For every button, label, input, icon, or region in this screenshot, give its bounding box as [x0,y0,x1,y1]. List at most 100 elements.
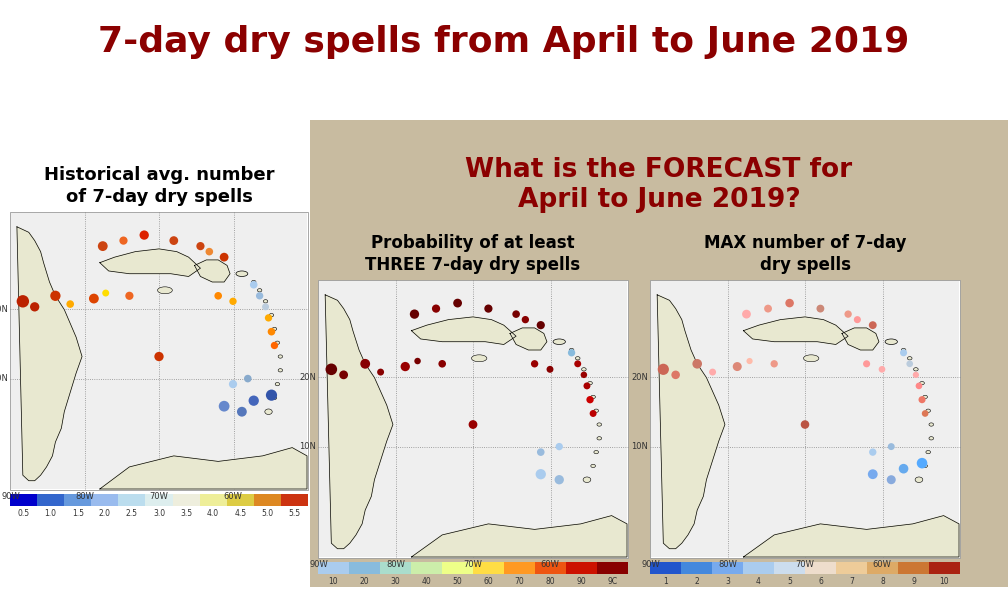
Point [517,315,533,324]
Point [908,370,924,379]
Point [225,379,241,389]
Text: 5.0: 5.0 [261,509,273,518]
Bar [650,562,681,574]
Polygon shape [195,260,230,282]
Text: 5.5: 5.5 [288,509,300,518]
Bar [651,281,959,557]
Text: 20N: 20N [631,373,648,382]
Text: 30: 30 [391,577,400,586]
Bar [929,562,960,574]
Text: Historical avg. number
of 7-day dry spells: Historical avg. number of 7-day dry spel… [43,166,274,206]
Point [216,401,232,411]
Bar [227,494,254,506]
Point [532,320,548,330]
Bar [281,494,308,506]
Ellipse shape [594,450,599,453]
Polygon shape [326,295,393,549]
Bar [597,562,628,574]
Text: 90W: 90W [2,492,20,501]
Bar [92,494,118,506]
Point [260,313,276,323]
Ellipse shape [272,327,276,330]
Point [874,364,890,374]
Ellipse shape [885,339,897,345]
Text: 70W: 70W [795,560,814,569]
Point [865,447,881,457]
Ellipse shape [553,339,565,345]
Bar [867,562,898,574]
Ellipse shape [583,477,591,482]
Point [434,359,451,368]
Ellipse shape [263,300,268,303]
Ellipse shape [901,348,906,352]
Text: 70W: 70W [149,492,168,501]
Point [263,327,279,337]
Text: 80W: 80W [76,492,95,501]
Point [542,364,558,374]
Point [202,247,218,256]
Polygon shape [100,447,307,489]
Polygon shape [743,317,848,345]
Point [136,230,152,240]
Point [579,381,595,391]
Point [246,280,262,289]
Text: 70: 70 [515,577,524,586]
Text: 9C: 9C [608,577,618,586]
Text: 7: 7 [849,577,854,586]
Point [263,390,279,400]
Text: 60W: 60W [873,560,891,569]
Point [373,367,389,377]
Point [98,288,114,298]
Text: 4.0: 4.0 [207,509,220,518]
Bar [712,562,743,574]
Point [865,320,881,330]
Ellipse shape [275,341,279,345]
Bar [380,562,411,574]
Point [409,356,425,366]
Point [246,396,262,406]
Bar [10,494,37,506]
Text: 20N: 20N [299,373,316,382]
Ellipse shape [472,355,487,362]
Point [563,348,580,357]
Ellipse shape [919,381,924,385]
Point [62,299,79,309]
Point [797,420,813,430]
Text: 20: 20 [360,577,369,586]
Bar [774,562,805,574]
Text: 50: 50 [453,577,463,586]
Point [225,296,241,306]
Ellipse shape [257,289,262,292]
Bar [254,494,281,506]
Ellipse shape [278,368,282,372]
Point [911,381,927,391]
Ellipse shape [576,357,580,360]
Bar [318,280,628,558]
Point [570,359,586,368]
Point [729,362,745,371]
Text: 5: 5 [787,577,792,586]
Bar [898,562,929,574]
Bar [145,494,172,506]
Bar [319,281,627,557]
Point [895,348,911,357]
Point [576,370,592,379]
Point [705,367,721,377]
Text: 1.5: 1.5 [72,509,84,518]
Ellipse shape [929,423,933,426]
Point [895,464,911,474]
Bar [411,562,442,574]
Ellipse shape [269,313,274,317]
Bar [743,562,774,574]
Text: 10: 10 [939,577,950,586]
Polygon shape [510,328,547,350]
Text: 1.0: 1.0 [44,509,56,518]
Bar [650,280,960,558]
Ellipse shape [922,395,927,398]
Point [324,364,340,374]
Text: 90W: 90W [642,560,660,569]
Point [655,364,671,374]
Ellipse shape [926,450,930,453]
Text: 9: 9 [911,577,916,586]
Point [812,304,829,313]
